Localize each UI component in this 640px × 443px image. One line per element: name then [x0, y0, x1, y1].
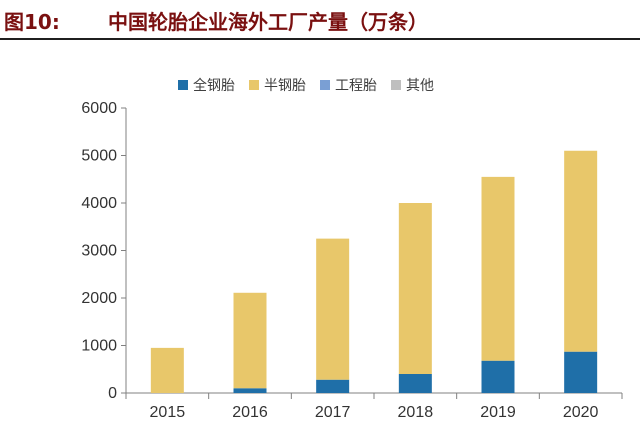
legend-item-engineering: 工程胎 — [320, 75, 377, 95]
legend-item-all-steel: 全钢胎 — [178, 75, 235, 95]
legend-label-other: 其他 — [406, 78, 434, 94]
bar-segment-半钢胎-2015 — [150, 347, 184, 393]
legend-swatch-engineering — [320, 80, 330, 90]
x-tick-label: 2018 — [398, 404, 434, 421]
x-tick-label: 2019 — [480, 404, 516, 421]
legend-label-semi-steel: 半钢胎 — [264, 78, 306, 94]
legend-label-all-steel: 全钢胎 — [193, 78, 235, 94]
y-tick-label: 1000 — [81, 338, 117, 355]
bar-segment-半钢胎-2020 — [564, 150, 598, 352]
y-tick-label: 0 — [108, 385, 117, 402]
legend-label-engineering: 工程胎 — [335, 78, 377, 94]
bar-segment-全钢胎-2019 — [481, 360, 515, 393]
bar-segment-全钢胎-2018 — [398, 374, 432, 393]
legend-swatch-other — [391, 80, 401, 90]
y-tick-label: 2000 — [81, 290, 117, 307]
bar-segment-全钢胎-2020 — [564, 351, 598, 393]
y-tick-label: 3000 — [81, 243, 117, 260]
figure-title: 中国轮胎企业海外工厂产量（万条） — [108, 10, 428, 34]
bar-segment-半钢胎-2016 — [233, 292, 267, 389]
bar-segment-半钢胎-2017 — [316, 238, 350, 380]
figure-number: 图10: — [4, 10, 60, 34]
legend-item-other: 其他 — [391, 75, 434, 95]
y-tick-label: 6000 — [81, 100, 117, 117]
legend-swatch-semi-steel — [249, 80, 259, 90]
bar-segment-全钢胎-2016 — [233, 388, 267, 393]
figure-title-bar: 图10: 中国轮胎企业海外工厂产量（万条） — [0, 0, 640, 40]
x-tick-label: 2017 — [315, 404, 351, 421]
chart-legend: 全钢胎 半钢胎 工程胎 其他 — [178, 74, 448, 96]
x-tick-label: 2020 — [563, 404, 599, 421]
y-tick-label: 5000 — [81, 148, 117, 165]
x-tick-label: 2016 — [232, 404, 268, 421]
bar-segment-半钢胎-2019 — [481, 176, 515, 361]
bar-segment-全钢胎-2017 — [316, 379, 350, 393]
legend-item-semi-steel: 半钢胎 — [249, 75, 306, 95]
legend-swatch-all-steel — [178, 80, 188, 90]
bar-segment-半钢胎-2018 — [398, 203, 432, 374]
x-tick-label: 2015 — [150, 404, 186, 421]
y-tick-label: 4000 — [81, 195, 117, 212]
